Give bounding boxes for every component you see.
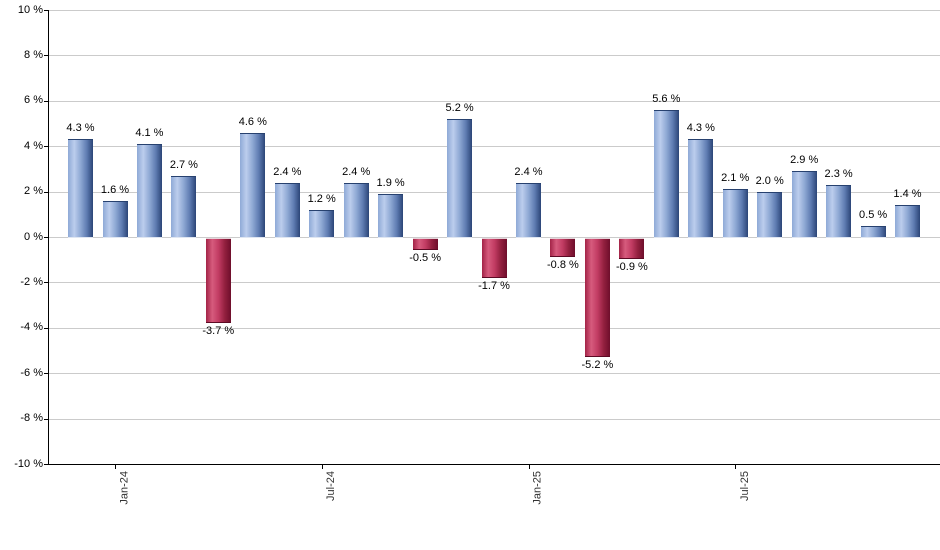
y-tick-label: 10 % <box>17 3 43 16</box>
bar-value-label: 2.3 % <box>824 167 853 180</box>
bar <box>688 139 714 238</box>
bar <box>481 238 507 278</box>
bar-value-label: 2.7 % <box>169 158 198 171</box>
bar <box>757 191 783 238</box>
x-tick <box>321 464 323 469</box>
y-tick <box>44 327 48 329</box>
bar <box>791 171 817 238</box>
y-tick-label: -4 % <box>20 321 43 334</box>
bar <box>240 132 266 238</box>
bar <box>205 238 231 323</box>
bar-value-label: -1.7 % <box>478 279 510 292</box>
bar <box>550 238 576 258</box>
y-tick <box>44 146 48 148</box>
bar-value-label: 1.4 % <box>893 188 922 201</box>
y-tick-label: 2 % <box>24 185 43 198</box>
bar-value-label: 4.1 % <box>135 126 164 139</box>
bar-value-label: 1.2 % <box>307 192 336 205</box>
bar <box>136 143 162 238</box>
x-tick-label: Jul-25 <box>738 471 751 501</box>
y-tick <box>44 191 48 193</box>
y-gridline <box>48 146 940 148</box>
y-tick <box>44 55 48 57</box>
y-tick <box>44 418 48 420</box>
bar-value-label: -0.8 % <box>546 259 579 272</box>
y-gridline <box>48 373 940 375</box>
bar-value-label: 5.6 % <box>652 92 681 105</box>
y-tick <box>44 464 48 465</box>
y-tick <box>44 237 48 238</box>
y-tick <box>44 100 48 102</box>
y-tick-label: -10 % <box>14 457 43 470</box>
bar <box>102 200 128 238</box>
bar-value-label: 4.3 % <box>686 122 715 135</box>
x-tick <box>115 464 116 469</box>
bar-value-label: 1.6 % <box>100 183 130 196</box>
bar <box>619 238 645 260</box>
bar-value-label: 2.9 % <box>790 154 819 167</box>
bar-value-label: -3.7 % <box>202 325 235 337</box>
y-tick <box>44 373 48 375</box>
bar-value-label: 2.1 % <box>721 172 750 185</box>
bar <box>378 193 404 238</box>
y-tick <box>44 282 48 284</box>
y-gridline <box>48 10 940 11</box>
bar <box>722 189 748 238</box>
bar-value-label: 4.6 % <box>238 115 267 128</box>
bar <box>171 175 197 238</box>
y-axis-line <box>48 10 49 465</box>
bar <box>584 238 610 357</box>
bar-value-label: -5.2 % <box>581 359 614 371</box>
bar <box>274 182 300 238</box>
bar <box>309 209 335 238</box>
x-tick-label: Jan-25 <box>532 471 544 505</box>
y-gridline <box>48 418 940 420</box>
y-tick-label: -2 % <box>20 275 43 288</box>
bar <box>895 205 920 238</box>
bar <box>447 119 473 238</box>
y-gridline <box>48 55 940 57</box>
bar-value-label: -0.9 % <box>615 261 648 274</box>
x-tick-label: Jul-24 <box>325 471 338 501</box>
y-tick-label: 0 % <box>24 230 43 243</box>
bar-value-label: 5.2 % <box>445 102 474 114</box>
bar-value-label: 2.4 % <box>342 165 371 178</box>
y-gridline <box>48 100 940 102</box>
bar <box>516 182 541 238</box>
bar <box>412 238 438 251</box>
bar-value-label: 2.0 % <box>755 174 784 187</box>
y-gridline <box>48 237 940 238</box>
bar <box>68 139 93 238</box>
x-tick-label: Jan-24 <box>118 471 131 505</box>
bar-value-label: 2.4 % <box>273 165 302 178</box>
bar <box>826 184 852 238</box>
y-gridline <box>48 282 940 284</box>
y-tick-label: 4 % <box>24 139 43 152</box>
bar <box>343 182 369 238</box>
bar <box>653 109 679 238</box>
y-tick-label: -6 % <box>20 366 43 379</box>
y-tick <box>44 10 48 11</box>
bar-value-label: 4.3 % <box>66 122 95 135</box>
bar-value-label: 2.4 % <box>514 165 543 178</box>
y-tick-label: 8 % <box>24 48 43 61</box>
bar <box>860 225 886 238</box>
y-tick-label: -8 % <box>20 412 43 425</box>
y-tick-label: 6 % <box>24 94 43 107</box>
x-tick <box>735 464 737 469</box>
x-tick <box>528 464 530 469</box>
bar-value-label: 1.9 % <box>376 176 405 189</box>
y-gridline <box>48 191 940 193</box>
bar-value-label: -0.5 % <box>409 252 441 265</box>
x-axis-line <box>48 464 940 465</box>
bar-value-label: 0.5 % <box>859 208 888 221</box>
y-gridline <box>48 327 940 329</box>
